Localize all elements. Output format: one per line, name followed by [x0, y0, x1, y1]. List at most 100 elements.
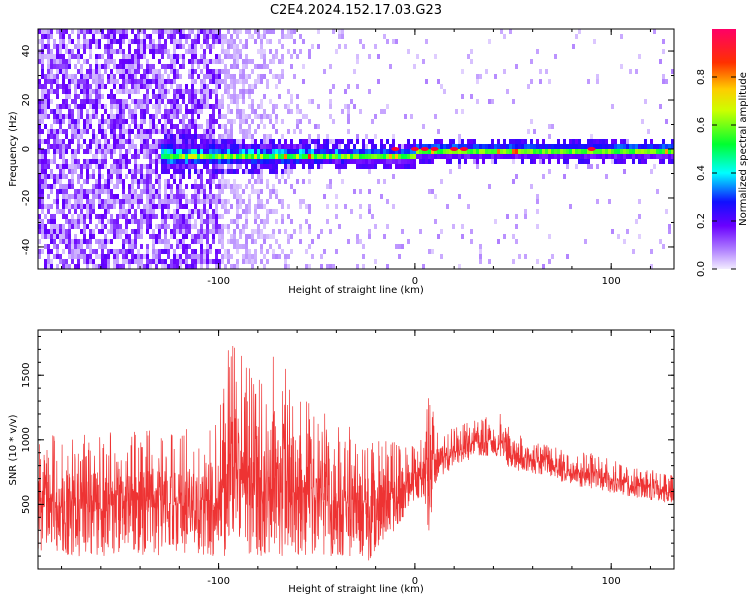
heatmap-cell	[281, 159, 284, 164]
heatmap-cell	[608, 154, 611, 159]
heatmap-cell	[218, 229, 221, 234]
heatmap-cell	[203, 29, 206, 34]
heatmap-cell	[215, 104, 218, 109]
heatmap-cell	[632, 154, 635, 159]
heatmap-cell	[101, 159, 104, 164]
heatmap-cell	[380, 159, 383, 164]
heatmap-cell	[167, 169, 170, 174]
heatmap-cell	[299, 199, 302, 204]
heatmap-cell	[47, 99, 50, 104]
heatmap-cell	[245, 29, 248, 34]
heatmap-cell	[254, 84, 257, 89]
heatmap-cell	[47, 149, 50, 154]
heatmap-cell	[176, 149, 179, 154]
heatmap-cell	[290, 99, 293, 104]
heatmap-cell	[344, 164, 347, 169]
heatmap-cell	[146, 129, 149, 134]
heatmap-cell	[575, 144, 578, 149]
heatmap-cell	[284, 149, 287, 154]
heatmap-cell	[131, 204, 134, 209]
heatmap-cell	[263, 49, 266, 54]
heatmap-cell	[485, 69, 488, 74]
heatmap-cell	[209, 44, 212, 49]
heatmap-cell	[242, 244, 245, 249]
heatmap-cell	[119, 124, 122, 129]
heatmap-cell	[326, 159, 329, 164]
heatmap-cell	[281, 69, 284, 74]
heatmap-cell	[164, 164, 167, 169]
heatmap-cell	[503, 149, 506, 154]
heatmap-cell	[134, 49, 137, 54]
heatmap-cell	[212, 89, 215, 94]
heatmap-cell	[215, 259, 218, 264]
heatmap-cell	[101, 154, 104, 159]
heatmap-cell	[152, 139, 155, 144]
heatmap-cell	[269, 59, 272, 64]
heatmap-cell	[341, 159, 344, 164]
heatmap-cell	[143, 179, 146, 184]
heatmap-cell	[212, 164, 215, 169]
heatmap-cell	[44, 114, 47, 119]
heatmap-cell	[47, 244, 50, 249]
heatmap-cell	[374, 114, 377, 119]
heatmap-cell	[38, 214, 41, 219]
heatmap-cell	[305, 264, 308, 269]
heatmap-cell	[536, 224, 539, 229]
snr-xlabel: Height of straight line (km)	[288, 584, 424, 595]
heatmap-cell	[293, 74, 296, 79]
heatmap-cell	[71, 159, 74, 164]
heatmap-cell	[287, 159, 290, 164]
heatmap-cell	[491, 139, 494, 144]
heatmap-cell	[146, 189, 149, 194]
heatmap-cell	[125, 149, 128, 154]
heatmap-cell	[215, 154, 218, 159]
heatmap-cell	[344, 104, 347, 109]
heatmap-cell	[632, 144, 635, 149]
heatmap-cell	[56, 119, 59, 124]
heatmap-cell	[161, 144, 164, 149]
heatmap-cell	[203, 184, 206, 189]
heatmap-cell	[419, 144, 422, 149]
heatmap-cell	[254, 64, 257, 69]
heatmap-cell	[239, 74, 242, 79]
heatmap-cell	[227, 239, 230, 244]
heatmap-cell	[89, 239, 92, 244]
heatmap-cell	[185, 259, 188, 264]
heatmap-cell	[245, 219, 248, 224]
heatmap-cell	[359, 39, 362, 44]
heatmap-cell	[86, 199, 89, 204]
heatmap-cell	[293, 149, 296, 154]
heatmap-cell	[140, 214, 143, 219]
heatmap-cell	[71, 194, 74, 199]
heatmap-cell	[488, 259, 491, 264]
heatmap-cell	[116, 144, 119, 149]
heatmap-cell	[68, 179, 71, 184]
heatmap-cell	[176, 39, 179, 44]
heatmap-cell	[212, 69, 215, 74]
heatmap-cell	[194, 219, 197, 224]
heatmap-cell	[71, 204, 74, 209]
heatmap-cell	[212, 229, 215, 234]
heatmap-cell	[59, 174, 62, 179]
heatmap-cell	[173, 89, 176, 94]
heatmap-cell	[86, 169, 89, 174]
heatmap-cell	[71, 224, 74, 229]
heatmap-cell	[125, 249, 128, 254]
heatmap-cell	[74, 194, 77, 199]
heatmap-cell	[215, 29, 218, 34]
heatmap-cell	[230, 159, 233, 164]
heatmap-cell	[488, 149, 491, 154]
heatmap-cell	[644, 154, 647, 159]
heatmap-cell	[257, 234, 260, 239]
heatmap-cell	[254, 114, 257, 119]
heatmap-cell	[455, 154, 458, 159]
heatmap-cell	[173, 199, 176, 204]
heatmap-cell	[134, 259, 137, 264]
heatmap-cell	[203, 74, 206, 79]
heatmap-cell	[92, 69, 95, 74]
heatmap-cell	[221, 179, 224, 184]
heatmap-cell	[38, 229, 41, 234]
heatmap-cell	[251, 104, 254, 109]
heatmap-cell	[206, 94, 209, 99]
heatmap-cell	[233, 39, 236, 44]
